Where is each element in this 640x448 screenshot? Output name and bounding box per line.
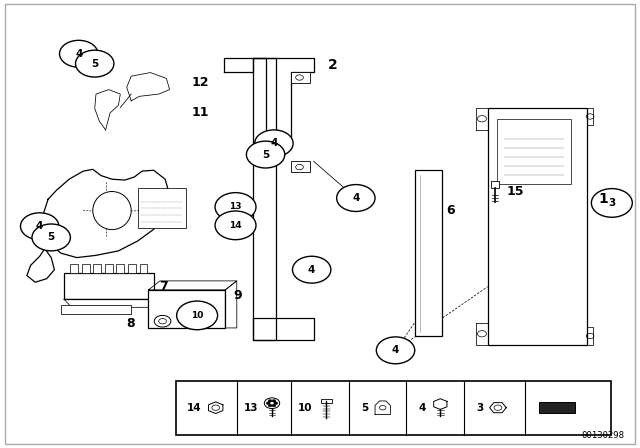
Text: 3: 3	[477, 403, 484, 413]
Bar	[128, 264, 136, 273]
Circle shape	[292, 256, 331, 283]
Bar	[116, 264, 124, 273]
Circle shape	[272, 400, 276, 402]
Text: 4: 4	[75, 49, 83, 59]
Circle shape	[177, 301, 218, 330]
Circle shape	[266, 402, 270, 405]
Text: 4: 4	[419, 403, 426, 413]
Text: 6: 6	[446, 204, 454, 217]
Circle shape	[246, 141, 285, 168]
Circle shape	[76, 50, 114, 77]
Bar	[93, 264, 101, 273]
Polygon shape	[253, 318, 314, 340]
Bar	[291, 161, 310, 172]
Text: 1: 1	[598, 192, 608, 207]
Bar	[488, 108, 587, 345]
Circle shape	[32, 224, 70, 251]
Bar	[64, 273, 154, 299]
Bar	[148, 290, 225, 328]
Polygon shape	[587, 327, 593, 345]
Bar	[140, 264, 147, 273]
Circle shape	[215, 211, 256, 240]
Text: 10: 10	[298, 403, 312, 413]
Text: 14: 14	[229, 221, 242, 230]
Bar	[70, 264, 78, 273]
Polygon shape	[148, 281, 237, 290]
Polygon shape	[64, 299, 161, 307]
Bar	[105, 264, 113, 273]
Text: 14: 14	[187, 403, 202, 413]
Bar	[82, 264, 90, 273]
Text: 00130298: 00130298	[581, 431, 624, 440]
Bar	[291, 72, 310, 83]
Circle shape	[591, 189, 632, 217]
Text: 9: 9	[234, 289, 242, 302]
Polygon shape	[42, 169, 170, 258]
Polygon shape	[95, 90, 120, 130]
Polygon shape	[253, 58, 276, 340]
Circle shape	[268, 400, 272, 402]
Text: 8: 8	[127, 317, 135, 330]
Text: 5: 5	[262, 150, 269, 159]
Text: 4: 4	[270, 138, 278, 148]
Text: 2: 2	[328, 58, 338, 72]
Text: 3: 3	[608, 198, 616, 208]
Ellipse shape	[93, 191, 131, 229]
Text: 5: 5	[91, 59, 99, 69]
Polygon shape	[225, 281, 237, 328]
Circle shape	[60, 40, 98, 67]
Bar	[415, 170, 442, 336]
Polygon shape	[224, 58, 314, 148]
Text: 4: 4	[352, 193, 360, 203]
Polygon shape	[27, 249, 54, 282]
Text: 12: 12	[192, 76, 209, 90]
Text: 15: 15	[507, 185, 524, 198]
Circle shape	[337, 185, 375, 211]
Text: 4: 4	[392, 345, 399, 355]
Bar	[138, 188, 186, 228]
Polygon shape	[127, 73, 170, 101]
Text: 13: 13	[243, 403, 258, 413]
Polygon shape	[209, 402, 223, 414]
Polygon shape	[476, 108, 488, 130]
Bar	[491, 181, 499, 188]
Circle shape	[268, 404, 272, 407]
Text: 13: 13	[229, 202, 242, 211]
Circle shape	[376, 337, 415, 364]
Text: 10: 10	[191, 311, 204, 320]
Polygon shape	[375, 401, 390, 414]
Polygon shape	[434, 399, 447, 409]
Circle shape	[264, 398, 280, 409]
Text: 11: 11	[192, 105, 209, 119]
Text: 5: 5	[362, 403, 369, 413]
Bar	[61, 305, 131, 314]
Polygon shape	[490, 403, 506, 413]
Bar	[539, 402, 575, 413]
Polygon shape	[587, 108, 593, 125]
Circle shape	[274, 402, 278, 405]
Text: 4: 4	[36, 221, 44, 231]
Text: 5: 5	[47, 233, 55, 242]
Circle shape	[272, 404, 276, 407]
Bar	[497, 119, 571, 184]
Circle shape	[255, 130, 293, 157]
Bar	[176, 381, 611, 435]
Text: 4: 4	[308, 265, 316, 275]
Bar	[321, 399, 332, 403]
Circle shape	[215, 193, 256, 221]
Circle shape	[20, 213, 59, 240]
Text: 7: 7	[159, 280, 168, 293]
Polygon shape	[476, 323, 488, 345]
